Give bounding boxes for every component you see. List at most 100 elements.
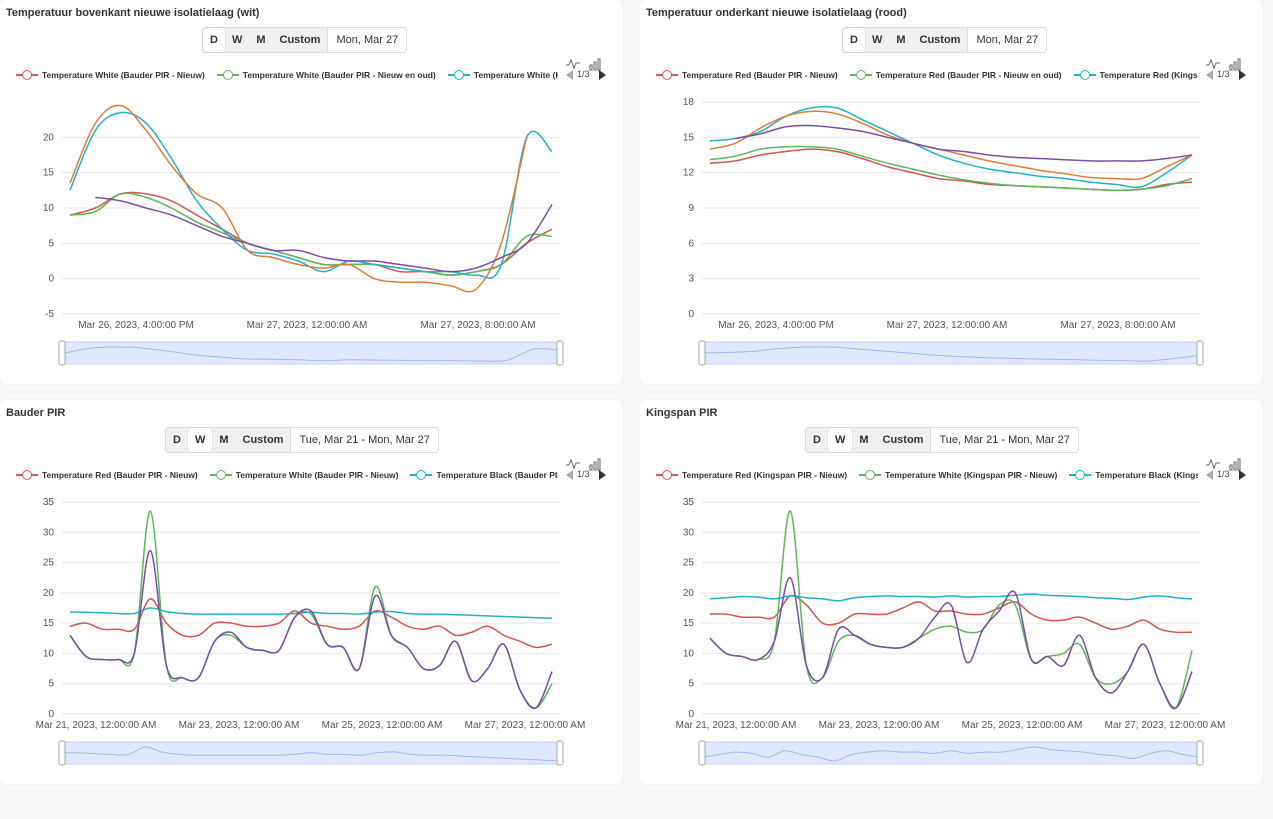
date-range-picker[interactable]: Mon, Mar 27 (967, 28, 1047, 52)
legend-label: Temperature White (K (473, 70, 558, 80)
legend-item[interactable]: Temperature White (Bauder PIR - Nieuw en… (216, 66, 436, 84)
legend-item[interactable]: Temperature Red (Kingspa (1073, 66, 1198, 84)
legend-label: Temperature White (Kingspan PIR - Nieuw) (885, 470, 1058, 480)
y-tick-label: -5 (45, 309, 54, 320)
legend-next-arrow-icon[interactable] (1239, 70, 1246, 80)
legend-prev-arrow-icon[interactable] (1206, 470, 1213, 480)
day-button[interactable]: D (813, 434, 821, 446)
panel-title: Temperatuur onderkant nieuwe isolatielaa… (646, 7, 907, 19)
day-button[interactable]: D (173, 434, 181, 446)
y-tick-label: 20 (43, 132, 55, 143)
series-line (69, 111, 553, 279)
series-line (69, 191, 553, 276)
series-line (709, 110, 1193, 181)
x-tick-label: Mar 25, 2023, 12:00:00 AM (962, 720, 1083, 731)
y-tick-label: 5 (48, 679, 54, 690)
date-range-picker[interactable]: Mon, Mar 27 (327, 28, 407, 52)
legend-marker-icon (447, 70, 470, 80)
legend-label: Temperature Red (Kingspa (1099, 70, 1198, 80)
custom-button[interactable]: Custom (919, 34, 961, 46)
legend-pager: 1/3 (1217, 69, 1230, 79)
legend-next-arrow-icon[interactable] (599, 470, 606, 480)
y-tick-label: 35 (683, 497, 695, 508)
legend-next-arrow-icon[interactable] (599, 70, 606, 80)
series-line (709, 148, 1193, 192)
series-line (709, 593, 1193, 602)
line-tool-icon[interactable] (566, 458, 580, 470)
zoom-slider-track (701, 741, 1201, 765)
legend-item[interactable]: Temperature White (Bauder PIR - Nieuw) (209, 466, 398, 484)
month-button[interactable]: M (256, 34, 266, 46)
zoom-preview-line (61, 746, 561, 762)
zoom-handle-left (698, 340, 706, 366)
legend-next-arrow-icon[interactable] (1239, 470, 1246, 480)
y-tick-label: 5 (688, 679, 694, 690)
x-tick-label: Mar 27, 2023, 12:00:00 AM (247, 320, 368, 331)
legend-label: Temperature Red (Bauder PIR - Nieuw en o… (875, 70, 1062, 80)
legend-item[interactable]: Temperature Black (Bauder PIR (410, 466, 558, 484)
y-tick-label: 15 (683, 618, 695, 629)
legend-item[interactable]: Temperature White (K (447, 66, 558, 84)
y-tick-label: 25 (683, 558, 695, 569)
x-tick-label: Mar 23, 2023, 12:00:00 AM (179, 720, 300, 731)
week-button[interactable]: W (871, 34, 883, 46)
legend-item[interactable]: Temperature Red (Bauder PIR - Nieuw) (656, 66, 838, 84)
legend-pager: 1/3 (577, 69, 590, 79)
legend-item[interactable]: Temperature White (Bauder PIR - Nieuw) (16, 66, 205, 84)
day-button[interactable]: D (843, 28, 865, 52)
line-tool-icon[interactable] (1206, 458, 1220, 470)
y-tick-label: 10 (43, 203, 55, 214)
series-line (69, 104, 528, 293)
custom-button[interactable]: Custom (242, 434, 284, 446)
y-tick-label: 10 (683, 648, 695, 659)
series-line (69, 607, 553, 620)
legend-label: Temperature White (Bauder PIR - Nieuw) (42, 70, 205, 80)
custom-button[interactable]: Custom (279, 34, 321, 46)
line-tool-icon[interactable] (566, 58, 580, 70)
y-tick-label: 35 (43, 497, 55, 508)
y-tick-label: 6 (688, 238, 694, 249)
chart-area: -5 0 5 10 15 20 Mar 26, 2023, 4:00:00 PM Mar 27… (43, 104, 564, 366)
zoom-preview-line (701, 746, 1201, 762)
legend-label: Temperature Red (Kingspan PIR - Nieuw) (682, 470, 848, 480)
legend-item[interactable]: Temperature Red (Bauder PIR - Nieuw en o… (849, 66, 1062, 84)
bar-chart-icon[interactable] (589, 58, 601, 71)
series-line (709, 510, 1193, 710)
legend-label: Temperature White (Bauder PIR - Nieuw en… (242, 70, 436, 80)
legend: Temperature White (Bauder PIR - Nieuw) T… (16, 66, 558, 84)
legend-item[interactable]: Temperature White (Kingspan PIR - Nieuw) (859, 466, 1057, 484)
legend-prev-arrow-icon[interactable] (566, 470, 573, 480)
period-selector: D W M Custom Mon, Mar 27 (202, 27, 408, 53)
legend-marker-icon (656, 70, 678, 80)
x-tick-label: Mar 27, 2023, 12:00:00 AM (465, 720, 586, 731)
y-tick-label: 5 (48, 238, 54, 249)
legend-prev-arrow-icon[interactable] (1206, 70, 1213, 80)
legend-item[interactable]: Temperature Black (Kingspa (1069, 466, 1198, 484)
month-button[interactable]: M (896, 34, 906, 46)
legend-label: Temperature Black (Bauder PIR (436, 470, 558, 480)
bar-chart-icon[interactable] (1229, 458, 1241, 471)
day-button[interactable]: D (203, 28, 225, 52)
zoom-preview-line (61, 346, 561, 362)
chart-area: 0 5 10 15 20 25 30 35 Mar 21, 2023, 12:00:00 AM M… (36, 497, 586, 766)
week-button[interactable]: W (231, 34, 243, 46)
week-button[interactable]: W (827, 428, 853, 452)
week-button[interactable]: W (187, 428, 213, 452)
x-tick-label: Mar 26, 2023, 4:00:00 PM (718, 320, 834, 331)
date-range-picker[interactable]: Tue, Mar 21 - Mon, Mar 27 (930, 428, 1078, 452)
month-button[interactable]: M (859, 434, 869, 446)
line-tool-icon[interactable] (1206, 58, 1220, 70)
legend-item[interactable]: Temperature Red (Bauder PIR - Nieuw) (16, 466, 198, 484)
month-button[interactable]: M (219, 434, 229, 446)
bar-chart-icon[interactable] (589, 458, 601, 471)
legend-item[interactable]: Temperature Red (Kingspan PIR - Nieuw) (656, 466, 847, 484)
legend-label: Temperature Red (Bauder PIR - Nieuw) (682, 70, 838, 80)
legend-prev-arrow-icon[interactable] (566, 70, 573, 80)
legend-marker-icon (1069, 470, 1092, 480)
panel-4: Kingspan PIR D W M Custom Tue, Mar 21 - … (640, 400, 1263, 784)
legend: Temperature Red (Bauder PIR - Nieuw) Tem… (16, 466, 558, 484)
bar-chart-icon[interactable] (1229, 58, 1241, 71)
chart-area: 0 3 6 9 12 15 18 Mar 26, 2023, 4:00:00 PM Mar 27… (683, 97, 1204, 366)
date-range-picker[interactable]: Tue, Mar 21 - Mon, Mar 27 (290, 428, 438, 452)
custom-button[interactable]: Custom (882, 434, 924, 446)
